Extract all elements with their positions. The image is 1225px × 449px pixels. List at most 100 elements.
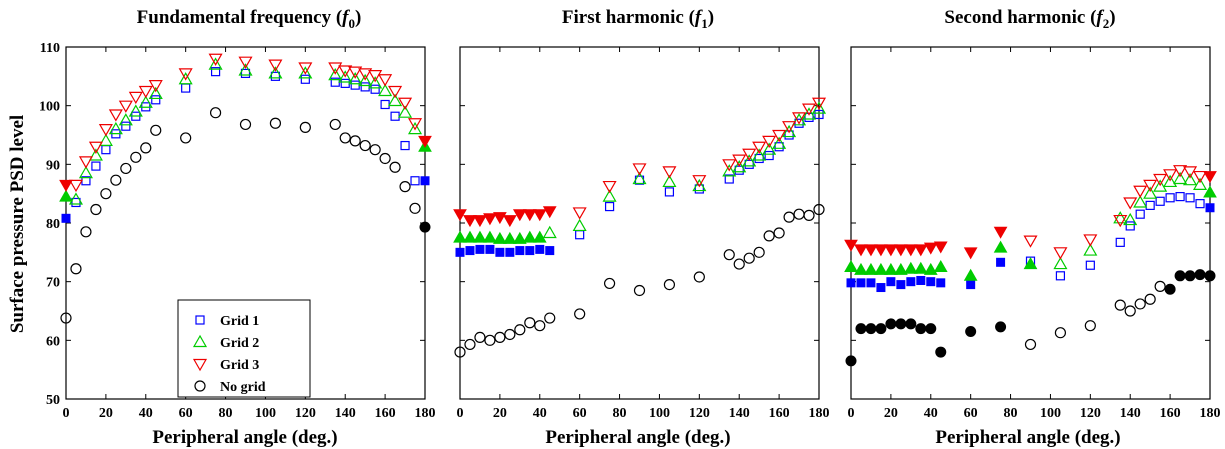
data-point (1163, 174, 1178, 188)
data-point (298, 62, 313, 75)
data-point (407, 121, 423, 135)
data-point (1053, 247, 1068, 260)
data-point (178, 72, 193, 85)
data-point (389, 161, 401, 173)
data-point (884, 244, 898, 257)
legend-label: Grid 3 (220, 358, 259, 373)
x-tick-label: 140 (1120, 406, 1141, 421)
data-point (108, 121, 123, 135)
data-point (572, 218, 587, 232)
data-point (88, 148, 103, 161)
data-point (963, 268, 978, 281)
data-point (398, 97, 413, 110)
data-point (380, 99, 390, 110)
data-point (844, 239, 858, 252)
data-point (238, 63, 253, 76)
data-point (664, 187, 675, 197)
data-point (379, 152, 391, 165)
data-point (1024, 338, 1037, 351)
data-point (388, 85, 403, 99)
data-point (1164, 283, 1176, 295)
data-point (100, 188, 112, 200)
data-point (783, 211, 795, 223)
data-point (464, 338, 476, 351)
x-tick-label: 120 (295, 406, 316, 421)
data-point (210, 67, 221, 77)
data-point (453, 209, 467, 222)
data-point (893, 262, 908, 275)
data-point (209, 107, 222, 119)
data-point (801, 107, 817, 120)
x-tick-label: 120 (689, 406, 710, 421)
data-point (923, 242, 938, 255)
data-point (300, 74, 310, 84)
x-tick-label: 180 (809, 406, 830, 421)
x-tick-label: 20 (884, 406, 898, 421)
data-point (299, 121, 311, 133)
data-point (148, 80, 163, 93)
data-point (240, 68, 251, 79)
data-point (465, 246, 475, 256)
data-point (268, 59, 283, 72)
y-tick-label: 90 (46, 158, 60, 173)
data-point (495, 247, 505, 257)
data-point (632, 163, 647, 176)
data-point (1194, 269, 1206, 281)
x-tick-label: 20 (99, 406, 113, 421)
series-grid-1 (846, 192, 1215, 293)
data-point (965, 326, 977, 338)
x-tick-label: 140 (729, 406, 750, 421)
data-point (493, 212, 507, 225)
data-point (574, 308, 586, 320)
data-point (811, 101, 827, 114)
data-point (801, 103, 817, 116)
data-point (178, 68, 193, 81)
data-point (916, 275, 926, 285)
data-point (180, 132, 192, 144)
data-point (864, 262, 878, 275)
data-point (71, 197, 81, 208)
data-point (329, 118, 341, 131)
data-point (493, 231, 507, 244)
data-point (483, 230, 497, 243)
data-point (1114, 299, 1126, 311)
data-point (742, 148, 757, 161)
data-point (1143, 186, 1158, 199)
data-point (349, 135, 361, 147)
x-tick-label: 160 (769, 406, 790, 421)
data-point (782, 121, 797, 134)
data-point (936, 278, 946, 288)
data-point (893, 244, 908, 257)
data-point (368, 76, 383, 89)
data-point (270, 71, 281, 81)
data-point (754, 153, 764, 164)
data-point (463, 215, 477, 228)
data-point (140, 142, 152, 154)
data-point (933, 259, 948, 272)
data-point (846, 278, 856, 288)
data-point (1183, 166, 1198, 179)
data-point (78, 165, 93, 179)
panel-second-harmonic: 0 20 40 60 80 100 120 140 160 180 (844, 46, 1221, 421)
data-point (407, 118, 423, 131)
data-point (884, 262, 898, 275)
data-point (398, 105, 413, 118)
data-point (772, 129, 787, 143)
data-point (453, 230, 467, 243)
series-grid-2 (453, 101, 827, 244)
data-point (60, 312, 72, 324)
data-point (1155, 196, 1165, 206)
data-point (575, 230, 585, 240)
data-point (762, 135, 777, 149)
data-point (409, 202, 421, 214)
legend: Grid 1 Grid 2 Grid 3 No grid (177, 299, 311, 398)
x-tick-label: 60 (964, 406, 978, 421)
data-point (764, 150, 774, 161)
data-point (505, 247, 515, 257)
data-point (359, 139, 371, 152)
data-point (692, 178, 707, 192)
data-point (388, 93, 403, 107)
data-point (298, 66, 313, 79)
legend-label: Grid 1 (220, 314, 259, 329)
data-point (338, 65, 353, 78)
